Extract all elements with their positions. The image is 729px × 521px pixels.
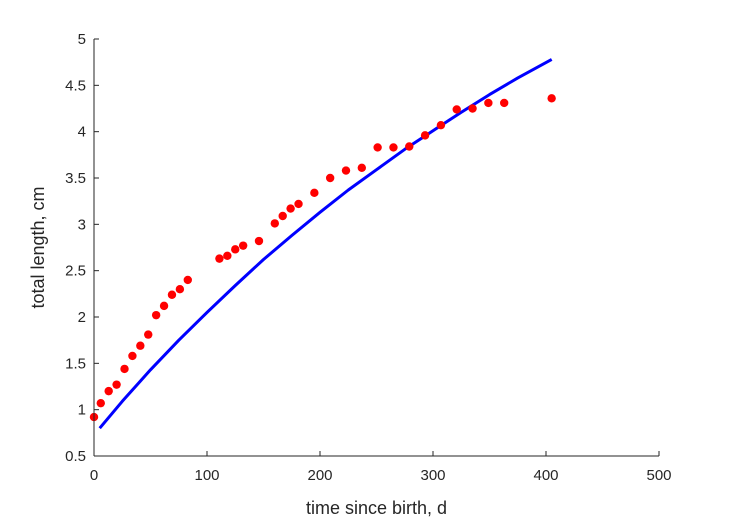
data-point	[112, 380, 121, 389]
axes: 0 100 200 300 400 500 0.5 1 1.5 2 2.5 3 3.5 4 4.5 5	[65, 31, 671, 484]
data-point	[151, 310, 161, 320]
data-point	[420, 131, 430, 140]
data-point	[499, 98, 509, 108]
data-point	[183, 275, 192, 285]
data-point	[159, 301, 169, 311]
y-tick-label: 3.5	[65, 170, 86, 187]
plot-marks	[89, 58, 556, 430]
data-point	[547, 94, 556, 103]
y-tick-label: 2.5	[65, 263, 86, 280]
data-point	[484, 98, 493, 108]
y-tick-label: 4.5	[65, 77, 86, 94]
x-tick-label: 0	[90, 467, 98, 484]
fit-curve	[98, 58, 553, 430]
data-point	[468, 104, 477, 113]
data-point	[452, 105, 461, 114]
data-point	[389, 143, 398, 152]
data-point	[373, 143, 382, 152]
data-point	[231, 245, 240, 254]
x-tick-label: 500	[646, 467, 671, 484]
data-point	[357, 163, 367, 173]
y-tick-label: 1.5	[65, 355, 86, 372]
y-tick-label: 5	[78, 31, 86, 48]
data-point	[294, 199, 303, 209]
data-point	[325, 173, 335, 183]
data-point	[238, 241, 248, 250]
data-point	[405, 142, 414, 151]
data-point	[254, 236, 264, 246]
data-point	[136, 341, 145, 350]
y-tick-label: 3	[78, 216, 86, 233]
y-tick-label: 4	[78, 124, 86, 141]
x-tick-label: 100	[194, 467, 219, 484]
data-point	[310, 188, 319, 198]
data-point	[223, 251, 232, 261]
y-axis-label: total length, cm	[28, 186, 48, 308]
data-point	[167, 290, 177, 299]
x-tick-label: 300	[420, 467, 445, 484]
data-point	[215, 254, 224, 263]
x-tick-label: 400	[533, 467, 558, 484]
x-tick-label: 200	[307, 467, 332, 484]
data-point	[128, 351, 137, 361]
data-point	[278, 211, 287, 221]
y-tick-label: 0.5	[65, 448, 86, 465]
data-point	[270, 219, 279, 228]
data-point	[120, 364, 129, 374]
y-tick-label: 2	[78, 309, 86, 326]
data-point	[341, 166, 351, 175]
data-point	[175, 285, 185, 294]
data-point	[286, 204, 295, 213]
data-point	[96, 398, 105, 408]
x-axis-label: time since birth, d	[306, 498, 447, 518]
data-point	[104, 386, 113, 396]
y-tick-label: 1	[78, 402, 86, 419]
data-point	[436, 120, 446, 130]
data-point	[144, 330, 153, 339]
